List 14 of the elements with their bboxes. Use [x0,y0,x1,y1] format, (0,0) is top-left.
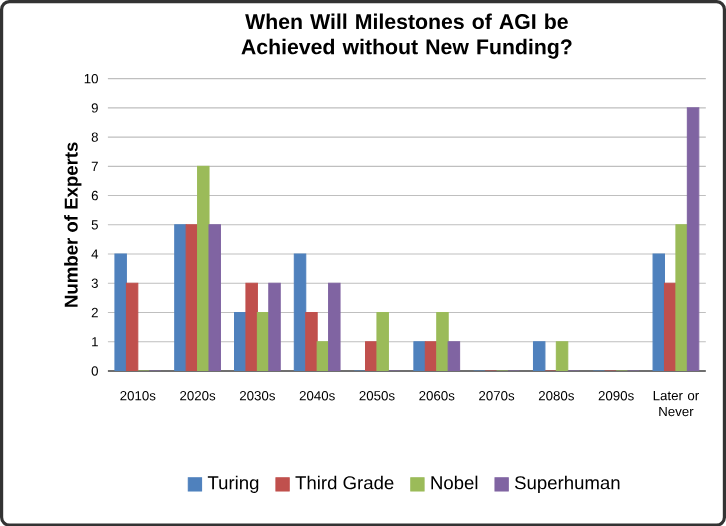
y-axis-title: Number of Experts [64,142,82,307]
chart-title: When Will Milestones of AGI be Achieved without New Funding? [241,13,572,59]
bar [436,311,449,371]
bar [675,223,688,371]
legend-label: Turing [207,475,259,493]
legend-label: Superhuman [514,475,620,493]
bar [376,311,389,371]
bar [305,311,318,371]
legend-label: Nobel [431,475,478,489]
bar [125,282,139,371]
bar [555,340,569,371]
bar [197,165,210,371]
bar [245,282,258,371]
legend-label: Third Grade [295,475,394,489]
